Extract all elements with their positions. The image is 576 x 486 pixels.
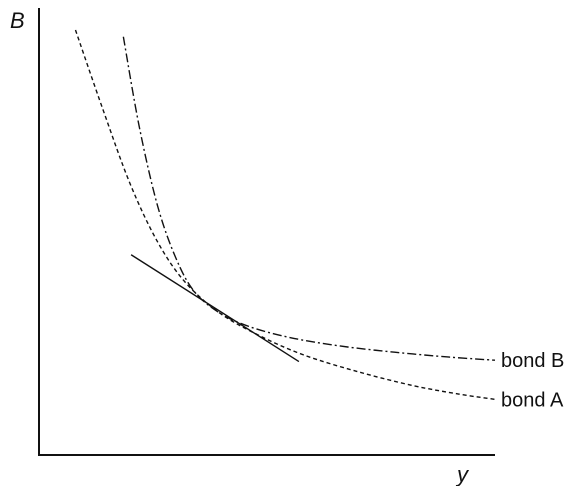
bond-b-label: bond B: [501, 350, 564, 372]
bond-a-curve: [74, 29, 496, 401]
bond-a-label: bond A: [501, 389, 564, 411]
tangent-line-curve: [130, 254, 300, 363]
x-axis-title: y: [455, 462, 470, 486]
y-axis-title: B: [10, 8, 25, 33]
axes: B y: [10, 8, 495, 486]
series-layer: bond A bond B: [74, 29, 564, 411]
bond-b-curve: [122, 36, 496, 361]
